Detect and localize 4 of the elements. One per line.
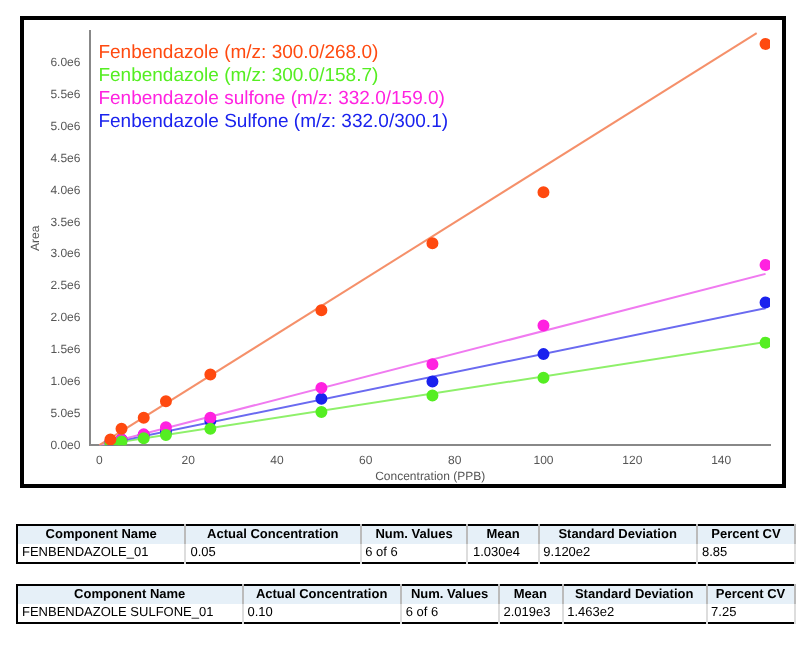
text: Fenbendazole Sulfone (m/z: 332.0/300.1) bbox=[98, 110, 449, 133]
text: Fenbendazole (m/z: 300.0/268.0) bbox=[98, 41, 379, 64]
text: Fenbendazole sulfone (m/z: 332.0/159.0) bbox=[98, 87, 445, 110]
text: Fenbendazole (m/z: 300.0/158.7) bbox=[98, 64, 379, 87]
